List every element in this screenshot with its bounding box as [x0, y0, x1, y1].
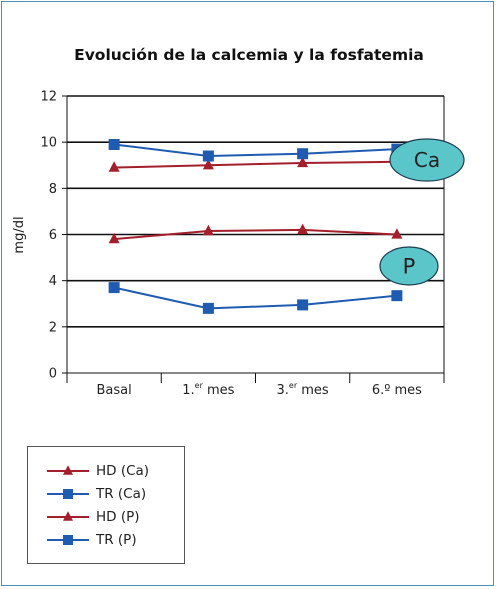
x-tick-label: 1.er mes: [182, 381, 234, 398]
data-point-triangle: [297, 156, 309, 168]
data-point-square: [202, 302, 214, 314]
grid: [67, 95, 444, 328]
data-point-square: [63, 535, 73, 545]
series-line: [113, 286, 397, 310]
legend-label: HD (P): [96, 509, 140, 525]
series-line: [114, 143, 397, 158]
data-point-square: [108, 282, 120, 294]
x-tick-label: Basal: [97, 383, 132, 398]
annotation-label: Ca: [414, 148, 440, 172]
data-point-triangle: [297, 223, 309, 235]
legend-label: TR (Ca): [96, 486, 147, 502]
annotation-p: P: [379, 246, 439, 286]
series-2: [108, 223, 403, 244]
annotation-ca: Ca: [389, 138, 465, 182]
x-tick-superscript: er: [289, 381, 298, 390]
data-point-square: [391, 290, 403, 302]
x-tick-label: 6.º mes: [372, 383, 422, 398]
x-tick-main: 1.: [182, 383, 194, 398]
data-point-square: [297, 148, 309, 160]
y-tick-label: 0: [49, 367, 57, 382]
legend-swatch: [47, 489, 89, 499]
series-0: [108, 155, 403, 172]
y-tick-label: 2: [49, 320, 57, 335]
data-point-square: [202, 150, 214, 162]
y-tick-label: 8: [49, 182, 57, 197]
x-tick-main: Basal: [97, 383, 132, 398]
legend-item: TR (P): [46, 530, 137, 550]
series-3: [108, 282, 403, 314]
legend-label: HD (Ca): [96, 463, 150, 479]
annotation-label: P: [403, 255, 416, 279]
data-point-triangle: [202, 158, 214, 170]
x-tick-superscript: er: [195, 381, 204, 390]
legend-swatch: [47, 465, 89, 475]
legend-item: TR (Ca): [46, 484, 146, 504]
legend: HD (Ca) TR (Ca) HD (P) TR (P): [27, 446, 185, 564]
x-tick-suffix: mes: [297, 383, 329, 398]
legend-swatch: [47, 511, 89, 521]
y-tick-label: 10: [40, 136, 57, 151]
data-point-triangle: [391, 228, 403, 239]
y-tick-label: 12: [40, 90, 57, 105]
data-point-square: [63, 489, 73, 499]
x-tick-main: 6.º mes: [372, 383, 422, 398]
data-point-triangle: [202, 224, 214, 236]
chart-title: Evolución de la calcemia y la fosfatemia: [74, 46, 424, 64]
annotations: Ca P: [379, 138, 465, 286]
series-line: [114, 160, 397, 169]
y-axis-label: mg/dl: [12, 216, 27, 253]
series: [108, 138, 403, 314]
legend-swatch: [47, 535, 89, 545]
annotation-oval: [389, 138, 465, 182]
data-point-triangle: [108, 232, 120, 244]
data-point-triangle: [108, 161, 120, 172]
series-line: [114, 228, 397, 241]
x-tick-label: 3.er mes: [277, 381, 329, 398]
legend-label: TR (P): [96, 532, 137, 548]
data-point-triangle: [63, 511, 73, 521]
legend-item: HD (Ca): [46, 461, 149, 481]
data-point-triangle: [63, 465, 73, 475]
y-tick-label: 4: [49, 274, 57, 289]
legend-item: HD (P): [46, 507, 140, 527]
data-point-square: [297, 299, 309, 311]
x-tick-suffix: mes: [203, 383, 235, 398]
x-tick-main: 3.: [277, 383, 289, 398]
data-point-square: [108, 138, 120, 150]
y-tick-label: 6: [49, 228, 57, 243]
annotation-oval: [379, 246, 439, 286]
